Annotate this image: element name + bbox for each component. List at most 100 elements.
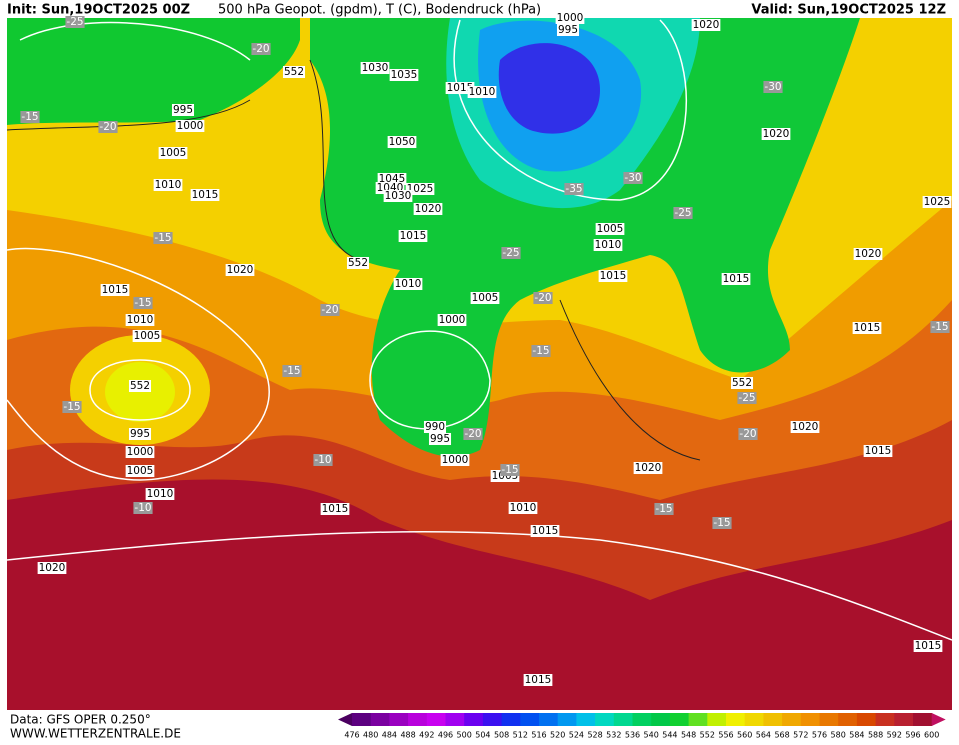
map-label: 1010 [467, 86, 497, 98]
label-box [595, 223, 625, 235]
label-box [100, 284, 130, 296]
isobar-label: 995 [558, 24, 578, 36]
label-box [763, 81, 783, 93]
label-box [564, 183, 584, 195]
label-box [623, 172, 643, 184]
isobar-label: 552 [348, 257, 368, 269]
map-label: 1015 [852, 322, 882, 334]
map-label: 1005 [125, 465, 155, 477]
isobar-label: 1015 [865, 445, 892, 457]
isobar-label: 1000 [127, 446, 154, 458]
map-label: 1020 [691, 19, 721, 31]
label-box [673, 207, 693, 219]
map-label: 1050 [387, 136, 417, 148]
isobar-label: 1020 [792, 421, 819, 433]
map-label: 990 [423, 421, 447, 433]
label-box [930, 321, 950, 333]
colorbar-label: 556 [718, 731, 733, 740]
map-label: -30 [763, 81, 783, 93]
map-label: 1015 [445, 82, 475, 94]
map [7, 18, 952, 710]
map-label: 1005 [470, 292, 500, 304]
isobar-label: 552 [732, 377, 752, 389]
valid-time: Valid: Sun,19OCT2025 12Z [751, 3, 946, 18]
colorbar-label: 552 [700, 731, 715, 740]
site: WWW.WETTERZENTRALE.DE [10, 727, 181, 741]
isobar-label: 1035 [391, 69, 418, 81]
isobar-label: 1015 [192, 189, 219, 201]
label-box [467, 86, 497, 98]
colorbar-cell [782, 713, 802, 726]
isotherm-label: -25 [502, 247, 519, 259]
map-label: 1015 [190, 189, 220, 201]
colorbar-cell [557, 713, 577, 726]
label-box [225, 264, 255, 276]
isobar-label: 1020 [763, 128, 790, 140]
isobar-label: 1010 [147, 488, 174, 500]
isobar-label: 1000 [442, 454, 469, 466]
map-label: 1010 [508, 502, 538, 514]
colorbar-cell [838, 713, 858, 726]
map-label: -10 [133, 502, 153, 514]
label-box [440, 454, 470, 466]
colorbar-label: 524 [569, 731, 584, 740]
map-label: 1010 [393, 278, 423, 290]
isotherm-label: -25 [66, 16, 83, 28]
colorbar-cell [408, 713, 428, 726]
map-label: -25 [501, 247, 521, 259]
map-label: 1015 [721, 273, 751, 285]
label-box [721, 273, 751, 285]
label-box [313, 454, 333, 466]
label-box [598, 270, 628, 282]
label-box [523, 674, 553, 686]
label-box [320, 304, 340, 316]
isobar-label: 1015 [723, 273, 750, 285]
colorbar-label: 500 [457, 731, 472, 740]
map-label: 1015 [320, 503, 350, 515]
label-box [393, 278, 423, 290]
colorbar-cell [595, 713, 615, 726]
map-label: 1010 [145, 488, 175, 500]
label-box [437, 314, 467, 326]
map-label: 1000 [440, 454, 470, 466]
label-box [470, 292, 500, 304]
colorbar-cell [651, 713, 671, 726]
map-label: -35 [564, 183, 584, 195]
map-label: -25 [673, 207, 693, 219]
label-box [531, 345, 551, 357]
colorbar-cell [875, 713, 895, 726]
colorbar-label: 488 [400, 731, 415, 740]
label-box [405, 183, 435, 195]
colorbar-cell [726, 713, 746, 726]
map-label: 1020 [413, 203, 443, 215]
map-label: -20 [320, 304, 340, 316]
label-box [423, 421, 447, 433]
colorbar-label: 508 [494, 731, 509, 740]
isobar-label: 1015 [447, 82, 474, 94]
colorbar-cell [426, 713, 446, 726]
label-box [383, 190, 413, 202]
colorbar-cell [445, 713, 465, 726]
map-label: 1000 [437, 314, 467, 326]
isotherm-label: -15 [21, 111, 38, 123]
label-box [445, 82, 475, 94]
isobar-label: 1010 [595, 239, 622, 251]
map-label: -20 [251, 43, 271, 55]
map-label: -25 [737, 392, 757, 404]
label-box [853, 248, 883, 260]
map-label: 1015 [530, 525, 560, 537]
colorbar-cell [520, 713, 540, 726]
isobar-label: 1020 [635, 462, 662, 474]
colorbar-cell [482, 713, 503, 726]
isobar-label: 1005 [127, 465, 154, 477]
map-label: -15 [282, 365, 302, 377]
isobar-label: 1005 [472, 292, 499, 304]
colorbar-cell [539, 713, 559, 726]
label-box [730, 377, 754, 389]
isobar-label: 1010 [155, 179, 182, 191]
label-box [37, 562, 67, 574]
colorbar-cell [613, 713, 633, 726]
label-box [251, 43, 271, 55]
label-box [790, 421, 820, 433]
